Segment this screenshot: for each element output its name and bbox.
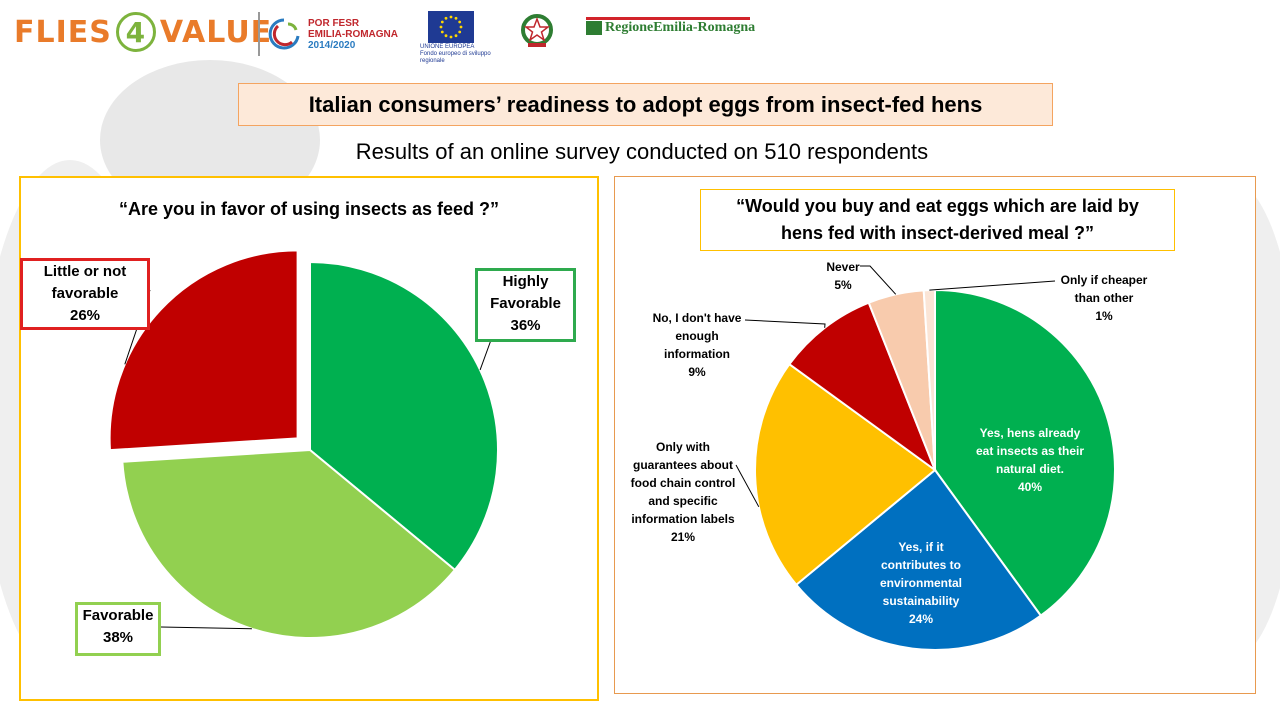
regione-emilia-romagna-logo: RegioneEmilia-Romagna [586, 17, 756, 36]
slice-label-only-if-cheaper: Only if cheaper than other 1% [1052, 271, 1156, 325]
label-line: 24% [908, 612, 934, 626]
slice-label-yes-sustainability: Yes, if it contributes to environmental … [866, 538, 976, 628]
label-line: 5% [834, 278, 852, 292]
label-line: Yes, hens already [979, 426, 1081, 440]
pie1-slice-3 [787, 301, 938, 473]
leader-line-no-information [744, 319, 826, 328]
leader-line-favorable [160, 626, 252, 630]
por-fesr-mark-icon [268, 18, 300, 50]
italian-emblem-icon [521, 14, 553, 47]
pie1-slice-1 [794, 468, 1043, 651]
label-line: favorable [51, 285, 119, 302]
slice-label-little-or-not-favorable: Little or not favorable 26% [20, 258, 150, 330]
por-line-3: 2014/2020 [308, 39, 356, 51]
label-line: information labels [631, 512, 735, 526]
label-line: 38% [102, 629, 134, 646]
logo-text-four: 4 [115, 12, 156, 52]
label-line: sustainability [882, 594, 960, 608]
slice-label-only-with-guarantees: Only with guarantees about food chain co… [618, 438, 748, 546]
logo-text-value: VALUE [159, 14, 273, 50]
label-line: No, I don't have [652, 311, 742, 325]
label-line: Little or not [43, 263, 127, 280]
label-line: eat insects as their [975, 444, 1085, 458]
label-line: 9% [688, 365, 706, 379]
label-line: guarantees about [632, 458, 734, 472]
label-line: Favorable [82, 607, 154, 624]
pie1-slice-2 [754, 362, 937, 587]
label-line: food chain control [630, 476, 736, 490]
slice-label-no-information: No, I don't have enough information 9% [642, 309, 752, 381]
left-chart-title: “Are you in favor of using insects as fe… [118, 199, 500, 219]
label-line: Only with [656, 440, 710, 454]
label-line: Yes, if it [898, 540, 944, 554]
label-line: 36% [510, 317, 541, 334]
slice-label-never: Never 5% [818, 258, 868, 294]
region-name: RegioneEmilia-Romagna [605, 20, 756, 35]
label-line: and specific [648, 494, 718, 508]
eu-caption-line-2: Fondo europeo di sviluppo regionale [420, 51, 491, 64]
label-line: 26% [69, 307, 101, 324]
por-line-1: POR FESR [308, 17, 360, 29]
leader-line-only-if-cheaper [929, 280, 1056, 291]
label-line: 1% [1095, 309, 1113, 323]
eu-caption-line-1: UNIONE EUROPEA [420, 44, 475, 50]
slice-label-yes-natural-diet: Yes, hens already eat insects as their n… [960, 424, 1100, 496]
label-line: 21% [670, 530, 696, 544]
label-line: Favorable [490, 295, 561, 312]
slice-label-highly-favorable: Highly Favorable 36% [475, 268, 576, 342]
slide-subtitle: Results of an online survey conducted on… [355, 139, 929, 164]
label-line: Only if cheaper [1060, 273, 1148, 287]
label-line: Never [826, 260, 860, 274]
eu-flag-icon [428, 11, 474, 43]
title-line: hens fed with insect-derived meal ?” [780, 223, 1095, 243]
flies4value-logo: FLIES 4 VALUE [14, 12, 272, 52]
leader-line-highly-favorable [479, 339, 492, 371]
title-line: “Would you buy and eat eggs which are la… [736, 196, 1139, 216]
pie1-slice-0 [934, 288, 1116, 618]
slice-label-favorable: Favorable 38% [75, 602, 161, 656]
label-line: contributes to [881, 558, 961, 572]
label-line: enough [675, 329, 719, 343]
pie0-slice-2 [108, 249, 299, 452]
label-line: Highly [502, 273, 549, 290]
label-line: than other [1074, 291, 1134, 305]
right-chart-title: “Would you buy and eat eggs which are la… [700, 189, 1175, 251]
por-line-2: EMILIA-ROMAGNA [308, 28, 398, 40]
label-line: environmental [879, 576, 963, 590]
label-line: natural diet. [995, 462, 1064, 476]
label-line: 40% [1017, 480, 1043, 494]
logo-text-flies: FLIES [14, 14, 112, 50]
por-fesr-logo: POR FESR EMILIA-ROMAGNA 2014/2020 [258, 12, 398, 56]
slide-title: Italian consumers’ readiness to adopt eg… [238, 83, 1053, 126]
eu-caption: UNIONE EUROPEA Fondo europeo di sviluppo… [420, 44, 500, 65]
leader-line-guarantees [735, 464, 760, 508]
label-line: information [664, 347, 730, 361]
leader-line-never [860, 265, 897, 295]
